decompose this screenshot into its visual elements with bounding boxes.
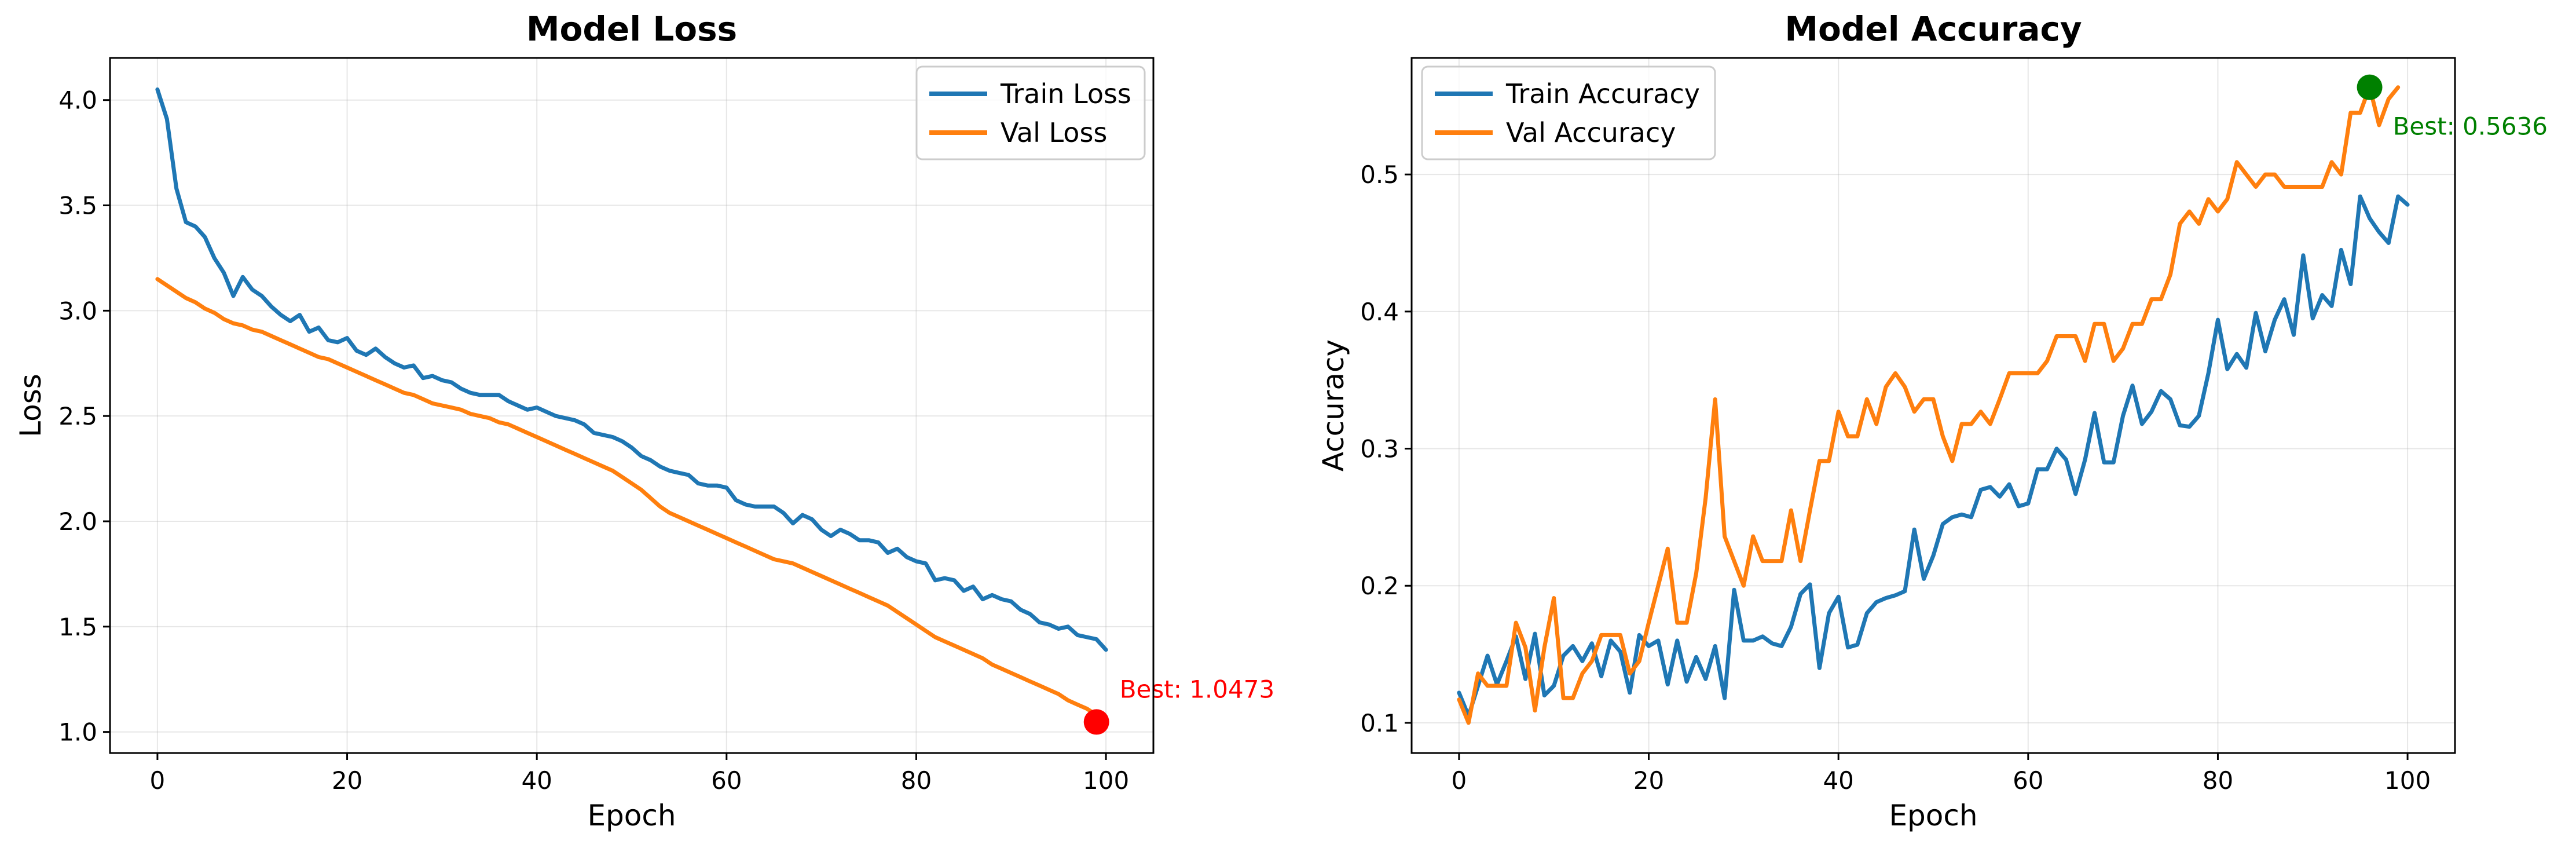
loss-x-tick-label: 40	[521, 766, 552, 795]
loss-gridlines	[110, 58, 1153, 753]
loss-y-tick-label: 2.0	[58, 507, 97, 536]
loss-x-tick-label: 80	[901, 766, 932, 795]
acc-x-tick-label: 100	[2384, 766, 2431, 795]
loss-y-tick-label: 1.0	[58, 718, 97, 747]
acc-y-tick-label: 0.2	[1360, 572, 1399, 600]
loss-y-ticks: 1.0 1.5 2.0 2.5 3.0 3.5 4.0	[58, 86, 110, 747]
loss-best-marker-group: Best: 1.0473	[1083, 675, 1274, 735]
acc-y-tick-label: 0.4	[1360, 298, 1399, 326]
accuracy-legend-val-label: Val Accuracy	[1506, 117, 1676, 148]
accuracy-chart-xlabel: Epoch	[1889, 799, 1977, 832]
loss-axes-frame	[109, 57, 1155, 754]
accuracy-best-marker-group: Best: 0.5636	[2357, 74, 2548, 141]
accuracy-chart-ylabel: Accuracy	[1317, 339, 1350, 471]
loss-legend-val-label: Val Loss	[1001, 117, 1107, 148]
acc-best-label: Best: 0.5636	[2393, 112, 2548, 141]
acc-x-tick-label: 40	[1823, 766, 1853, 795]
loss-chart-ylabel: Loss	[14, 374, 47, 437]
loss-y-tick-label: 4.0	[58, 86, 97, 115]
loss-x-tick-label: 60	[711, 766, 742, 795]
loss-best-label: Best: 1.0473	[1120, 675, 1274, 703]
acc-x-tick-label: 80	[2203, 766, 2233, 795]
accuracy-axes-frame	[1410, 57, 2456, 754]
loss-legend-box	[915, 65, 1146, 160]
acc-x-tick-label: 20	[1633, 766, 1664, 795]
acc-series-line-train-accuracy	[1457, 194, 2410, 718]
accuracy-y-ticks: 0.1 0.2 0.3 0.4 0.5	[1360, 160, 1412, 737]
loss-chart-xlabel: Epoch	[587, 799, 676, 832]
acc-y-tick-label: 0.5	[1360, 160, 1399, 189]
acc-x-tick-label: 0	[1452, 766, 1467, 795]
acc-x-tick-label: 60	[2013, 766, 2043, 795]
acc-y-tick-label: 0.1	[1360, 709, 1399, 737]
loss-series-line-val-loss	[155, 277, 1108, 724]
accuracy-legend-box	[1421, 65, 1716, 160]
acc-y-tick-label: 0.3	[1360, 435, 1399, 463]
accuracy-legend: Train Accuracy Val Accuracy	[1421, 65, 1716, 160]
loss-chart: Model Loss Epoch Loss 0 20 40 60 80 100 1.01.…	[14, 9, 1274, 832]
accuracy-chart-title: Model Accuracy	[1784, 9, 2082, 49]
loss-series-lines	[155, 87, 1108, 724]
accuracy-x-ticks: 0 20 40 60 80 100	[1452, 753, 2431, 795]
loss-legend-train-label: Train Loss	[1000, 78, 1131, 109]
accuracy-series-lines	[1457, 85, 2410, 725]
loss-y-tick-label: 2.5	[58, 402, 97, 430]
loss-x-tick-label: 20	[332, 766, 362, 795]
loss-series-line-train-loss	[155, 87, 1108, 652]
acc-best-marker	[2357, 74, 2383, 100]
loss-y-tick-label: 3.5	[58, 192, 97, 220]
loss-legend: Train Loss Val Loss	[915, 65, 1146, 160]
acc-series-line-val-accuracy	[1457, 85, 2401, 725]
accuracy-legend-train-label: Train Accuracy	[1505, 78, 1700, 109]
loss-best-marker	[1083, 709, 1109, 735]
loss-x-tick-label: 0	[150, 766, 166, 795]
loss-y-tick-label: 1.5	[58, 613, 97, 641]
loss-y-tick-label: 3.0	[58, 297, 97, 325]
loss-chart-title: Model Loss	[526, 9, 737, 49]
accuracy-chart: Model Accuracy Epoch Accuracy 0 20 40 60 80 1…	[1317, 9, 2548, 832]
loss-x-ticks: 0 20 40 60 80 100	[150, 753, 1129, 795]
loss-x-tick-label: 100	[1083, 766, 1129, 795]
accuracy-gridlines	[1412, 58, 2455, 753]
